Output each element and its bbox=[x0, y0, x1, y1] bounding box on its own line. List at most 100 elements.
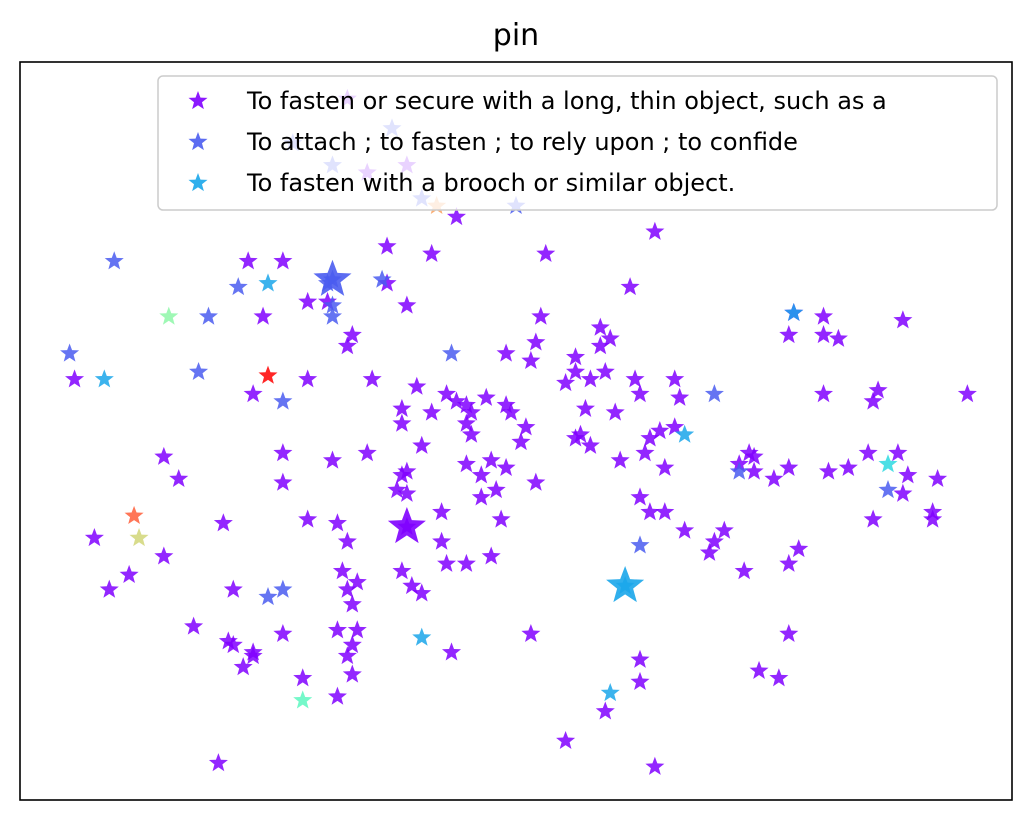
data-point-s2-p3 bbox=[675, 424, 695, 443]
data-point-s0-p32 bbox=[828, 328, 848, 347]
data-point-s0-p5 bbox=[422, 243, 442, 262]
data-point-s4-p0 bbox=[878, 454, 898, 473]
data-point-s1-p9 bbox=[322, 295, 342, 314]
data-point-s0-p21 bbox=[521, 350, 541, 369]
data-point-s0-p44 bbox=[392, 398, 412, 417]
data-point-s0-p86 bbox=[273, 472, 293, 491]
data-point-s0-p52 bbox=[665, 369, 685, 388]
data-point-s0-p146 bbox=[273, 623, 293, 643]
data-point-s0-p64 bbox=[392, 413, 412, 432]
data-point-s0-p46 bbox=[566, 361, 586, 381]
data-point-s1-p19 bbox=[630, 535, 650, 554]
highlight-point-2 bbox=[606, 565, 645, 603]
data-point-s0-p128 bbox=[337, 579, 357, 598]
data-point-s0-p71 bbox=[650, 421, 670, 440]
data-point-s0-p96 bbox=[744, 446, 764, 465]
data-point-s0-p61 bbox=[516, 417, 536, 436]
data-point-s0-p65 bbox=[273, 443, 293, 462]
data-point-s0-p106 bbox=[928, 468, 948, 488]
plot-frame bbox=[19, 61, 1013, 801]
data-point-s1-p8 bbox=[372, 269, 392, 288]
data-point-s0-p53 bbox=[670, 387, 690, 406]
data-point-s0-p13 bbox=[318, 291, 338, 310]
data-point-s0-p62 bbox=[461, 424, 481, 443]
data-point-s0-p37 bbox=[407, 376, 427, 395]
data-point-s0-p69 bbox=[580, 435, 600, 454]
legend: To fasten or secure with a long, thin ob… bbox=[157, 75, 998, 211]
data-point-s0-p102 bbox=[838, 457, 858, 476]
data-point-s1-p18 bbox=[878, 480, 898, 499]
data-point-s0-p113 bbox=[327, 513, 347, 532]
data-point-s0-p40 bbox=[476, 387, 496, 406]
data-point-s0-p105 bbox=[898, 465, 918, 484]
data-point-s5-p0 bbox=[159, 306, 179, 325]
data-point-s0-p152 bbox=[293, 668, 313, 687]
legend-marker-1 bbox=[188, 132, 208, 151]
data-point-s0-p117 bbox=[456, 553, 476, 572]
data-point-s0-p35 bbox=[298, 369, 318, 388]
data-point-s0-p25 bbox=[337, 336, 357, 355]
data-point-s0-p162 bbox=[769, 668, 789, 687]
data-point-s0-p12 bbox=[298, 291, 318, 310]
data-point-s0-p17 bbox=[590, 317, 610, 336]
data-point-s0-p157 bbox=[630, 671, 650, 691]
data-point-s0-p87 bbox=[387, 480, 407, 499]
data-point-s0-p73 bbox=[635, 443, 655, 462]
data-point-s0-p145 bbox=[233, 657, 253, 676]
data-point-s0-p140 bbox=[184, 616, 204, 635]
data-point-s0-p148 bbox=[347, 620, 367, 639]
data-point-s0-p118 bbox=[481, 546, 501, 565]
chart-title: pin bbox=[493, 18, 539, 53]
data-point-s0-p70 bbox=[640, 428, 660, 447]
data-point-s0-p130 bbox=[342, 594, 362, 613]
data-point-s7-p0 bbox=[124, 505, 144, 524]
data-point-s0-p83 bbox=[322, 450, 342, 469]
data-point-s0-p111 bbox=[213, 513, 233, 532]
data-point-s1-p16 bbox=[704, 384, 724, 403]
data-point-s0-p135 bbox=[789, 539, 809, 558]
data-point-s1-p15 bbox=[273, 391, 293, 410]
data-point-s0-p55 bbox=[575, 398, 595, 417]
data-point-s0-p122 bbox=[84, 528, 104, 547]
data-point-s0-p9 bbox=[645, 221, 665, 240]
data-point-s0-p85 bbox=[169, 468, 189, 488]
data-point-s0-p49 bbox=[595, 361, 615, 381]
data-point-s1-p6 bbox=[228, 277, 248, 296]
data-point-s0-p95 bbox=[739, 443, 759, 462]
data-point-s0-p153 bbox=[327, 686, 347, 705]
data-point-s0-p127 bbox=[332, 561, 352, 580]
data-point-s0-p158 bbox=[595, 701, 615, 720]
data-point-s0-p123 bbox=[154, 546, 174, 565]
data-point-s0-p59 bbox=[957, 384, 977, 403]
data-point-s1-p5 bbox=[104, 251, 124, 270]
data-point-s8-p0 bbox=[129, 528, 149, 547]
data-point-s0-p20 bbox=[526, 332, 546, 351]
legend-box bbox=[157, 75, 998, 211]
data-point-s0-p10 bbox=[377, 273, 397, 292]
legend-label-0: To fasten or secure with a long, thin ob… bbox=[246, 87, 887, 115]
data-point-s0-p50 bbox=[625, 369, 645, 388]
data-point-s0-p160 bbox=[645, 756, 665, 775]
highlight-layer bbox=[313, 259, 645, 603]
data-point-s0-p63 bbox=[412, 435, 432, 454]
data-point-s0-p109 bbox=[432, 502, 452, 521]
data-point-s0-p137 bbox=[734, 561, 754, 580]
data-point-s0-p24 bbox=[342, 325, 362, 344]
data-point-s0-p154 bbox=[442, 642, 462, 661]
data-point-s0-p26 bbox=[437, 384, 457, 403]
data-point-s0-p11 bbox=[397, 295, 417, 314]
data-point-s0-p58 bbox=[868, 380, 888, 399]
data-point-s0-p116 bbox=[437, 553, 457, 572]
data-point-s0-p161 bbox=[749, 660, 769, 679]
data-point-s0-p159 bbox=[556, 730, 576, 750]
data-point-s0-p120 bbox=[402, 575, 422, 595]
data-point-s0-p88 bbox=[397, 483, 417, 502]
data-point-s0-p34 bbox=[243, 384, 263, 403]
data-point-s1-p17 bbox=[729, 461, 749, 480]
data-point-s0-p90 bbox=[471, 487, 491, 506]
data-point-s0-p155 bbox=[521, 623, 541, 643]
data-point-s0-p39 bbox=[456, 395, 476, 414]
data-point-s0-p41 bbox=[461, 402, 481, 421]
highlight-point-0 bbox=[313, 259, 352, 296]
